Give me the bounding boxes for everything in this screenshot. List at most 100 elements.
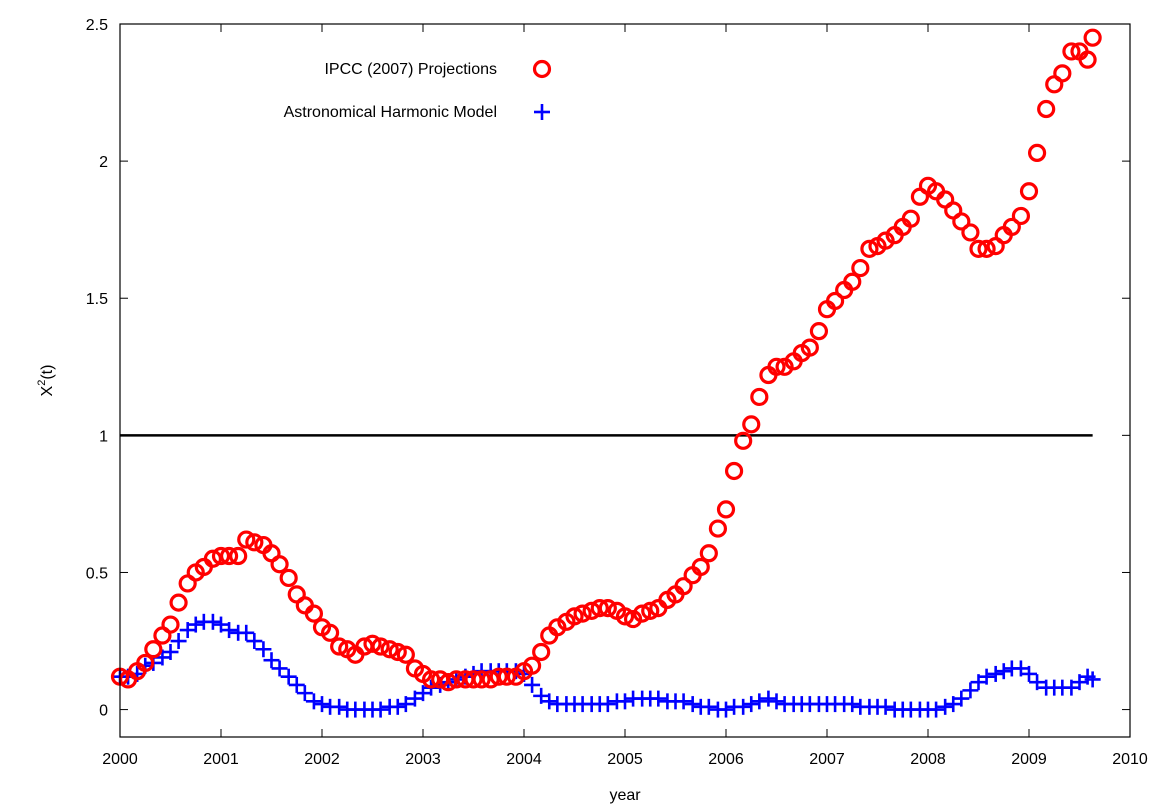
ipcc-point (1083, 28, 1102, 47)
ipcc-point (237, 530, 256, 549)
ipcc-point (573, 604, 592, 623)
ipcc-point (380, 640, 399, 659)
ipcc-point (952, 212, 971, 231)
ipcc-point (800, 338, 819, 357)
harmonic-point (735, 698, 752, 715)
ipcc-point (1011, 206, 1031, 226)
ipcc-point (961, 223, 980, 242)
ipcc-point (270, 555, 289, 574)
harmonic-point (684, 696, 701, 713)
harmonic-point (1071, 674, 1088, 691)
ipcc-point (144, 640, 163, 659)
harmonic-point (970, 674, 987, 691)
x-tick-label: 2007 (809, 751, 845, 768)
harmonic-point (760, 690, 777, 707)
harmonic-point (945, 696, 962, 713)
ipcc-point (1037, 99, 1056, 119)
harmonic-point (962, 682, 979, 699)
harmonic-point (1084, 671, 1101, 688)
harmonic-point (844, 696, 861, 713)
ipcc-point (767, 357, 786, 376)
y-axis-label-base: X (39, 385, 56, 396)
ipcc-point (851, 258, 870, 278)
ipcc-point (742, 415, 761, 434)
harmonic-point (296, 685, 313, 702)
ipcc-point (532, 642, 551, 662)
ipcc-point (876, 231, 895, 250)
ipcc-point (1002, 217, 1021, 237)
y-tick-label: 1 (99, 428, 108, 445)
ipcc-point (590, 599, 609, 618)
y-tick-label: 0.5 (86, 565, 108, 582)
legend-marker-ipcc (532, 59, 552, 79)
ipcc-point (977, 239, 996, 258)
ipcc-point (169, 593, 188, 612)
harmonic-point (928, 701, 945, 718)
ipcc-point (860, 239, 879, 258)
x-tick-label: 2006 (708, 751, 744, 768)
y-tick-label: 2 (99, 154, 108, 171)
ipcc-point (598, 599, 617, 618)
harmonic-point (331, 698, 348, 715)
ipcc-point (447, 670, 466, 689)
ipcc-point (699, 544, 718, 563)
ipcc-point (211, 546, 231, 566)
harmonic-point (397, 696, 414, 713)
harmonic-point (768, 693, 785, 710)
ipcc-point (708, 519, 728, 538)
ipcc-point (279, 568, 298, 588)
labels-layer: 2000 2001 2002 2003 2004 2005 2006 2007 2008 2009… (86, 17, 1148, 768)
x-tick-label: 2003 (405, 751, 441, 768)
ipcc-point (548, 618, 567, 637)
ipcc-point (421, 670, 441, 689)
x-tick-label: 2005 (607, 751, 643, 768)
ticks-layer (119, 23, 1131, 737)
ipcc-point (497, 667, 516, 686)
harmonic-point (263, 652, 280, 669)
harmonic-point (1021, 665, 1037, 682)
ipcc-point (734, 431, 753, 450)
ipcc-point (489, 667, 508, 686)
y-axis-label-tail: (t) (39, 365, 56, 380)
harmonic-point (213, 616, 229, 633)
ipcc-point (843, 272, 862, 291)
ipcc-point (219, 546, 239, 566)
harmonic-point (751, 693, 768, 710)
legend: IPCC (2007) Projections Astronomical Har… (284, 59, 552, 121)
harmonic-point (255, 641, 272, 658)
ipcc-point (371, 637, 390, 656)
harmonic-point (204, 613, 221, 630)
ipcc-point (691, 557, 710, 577)
ipcc-point (363, 634, 382, 653)
legend-label-astronomical: Astronomical Harmonic Model (284, 104, 497, 121)
x-tick-label: 2008 (910, 751, 946, 768)
harmonic-point (372, 701, 389, 718)
harmonic-point (1029, 674, 1046, 691)
plot-frame (119, 23, 1131, 738)
harmonic-point (978, 668, 995, 685)
x-tick-label: 2002 (304, 751, 340, 768)
harmonic-point (305, 693, 322, 710)
harmonic-point (877, 698, 894, 715)
harmonic-point (170, 633, 187, 650)
harmonic-point (271, 660, 288, 677)
harmonic-point (700, 698, 717, 715)
harmonic-point (533, 687, 550, 704)
ipcc-point (901, 209, 920, 228)
points-layer (110, 28, 1102, 718)
ipcc-point (565, 607, 584, 626)
harmonic-point (650, 690, 667, 707)
harmonic-point (162, 643, 179, 660)
ipcc-point (674, 577, 693, 596)
x-tick-label: 2004 (506, 751, 542, 768)
ipcc-point (633, 604, 652, 623)
ipcc-point (161, 615, 180, 634)
ipcc-point (136, 653, 155, 673)
harmonic-point (599, 696, 616, 713)
harmonic-point (524, 676, 541, 693)
harmonic-point (406, 690, 423, 707)
harmonic-point (179, 622, 196, 639)
ipcc-point (245, 533, 264, 552)
harmonic-point (995, 663, 1012, 680)
